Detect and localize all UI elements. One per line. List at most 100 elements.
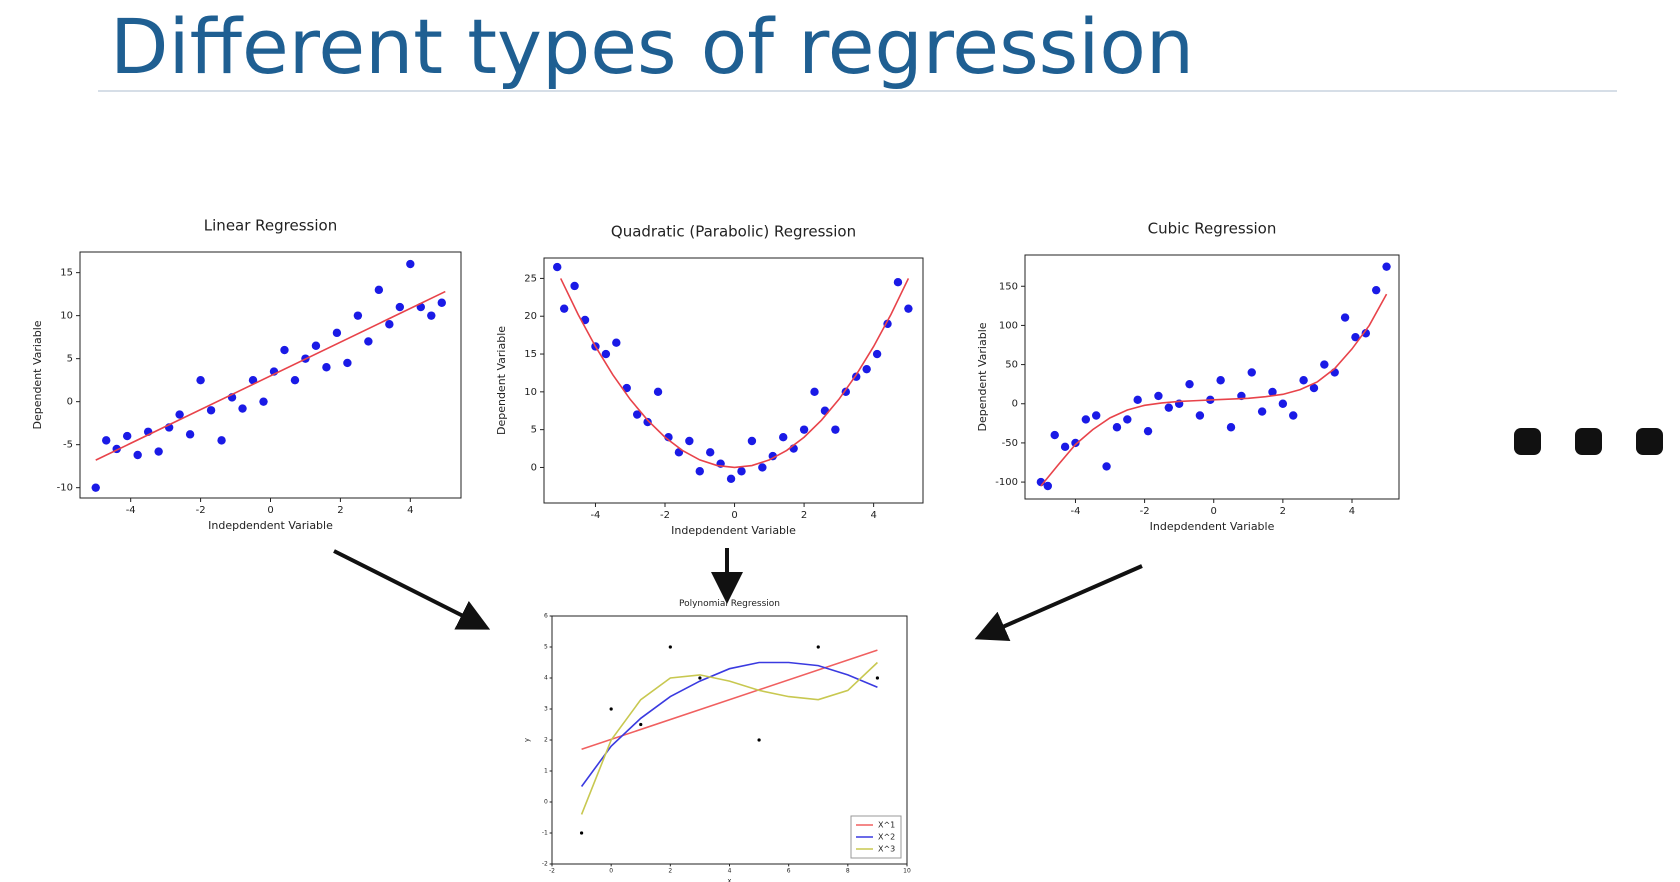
data-point <box>559 304 569 313</box>
data-point <box>799 425 809 434</box>
chart-title: Quadratic (Parabolic) Regression <box>611 223 856 241</box>
data-point <box>872 349 882 359</box>
x-tick-label: 4 <box>1349 506 1355 517</box>
x-tick-label: 4 <box>407 505 413 516</box>
y-tick-label: 0 <box>67 397 73 408</box>
x-tick-label: 2 <box>801 510 807 521</box>
x-tick-label: 2 <box>1280 506 1286 517</box>
x-tick-label: -2 <box>196 505 206 516</box>
data-point <box>385 320 394 329</box>
data-point <box>643 417 652 427</box>
data-point <box>1340 313 1350 322</box>
data-point <box>668 645 672 649</box>
data-point <box>1092 411 1101 420</box>
data-point <box>1216 376 1225 385</box>
data-point <box>1123 415 1132 424</box>
data-point <box>1060 442 1070 452</box>
data-point <box>364 337 373 346</box>
data-point <box>395 302 405 312</box>
legend-label: X^1 <box>878 821 895 830</box>
data-point <box>768 451 777 461</box>
y-tick-label: 10 <box>60 311 73 322</box>
data-point <box>175 410 184 419</box>
y-tick-label: -5 <box>63 440 73 451</box>
data-point <box>726 474 736 484</box>
y-tick-label: 4 <box>544 675 548 682</box>
data-point <box>893 277 903 287</box>
ellipsis-dot <box>1636 428 1663 455</box>
fit-line <box>1040 293 1388 487</box>
data-point <box>685 436 694 446</box>
data-point <box>904 304 913 313</box>
x-tick-label: -4 <box>1070 506 1080 517</box>
y-tick-label: 150 <box>999 281 1018 292</box>
x-axis-label: x <box>728 877 732 882</box>
data-point <box>311 341 321 350</box>
data-point <box>217 436 226 445</box>
data-point <box>639 722 643 727</box>
fit-line <box>95 290 446 461</box>
y-tick-label: 100 <box>999 320 1018 331</box>
fit-line <box>559 278 910 469</box>
legend-label: X^2 <box>878 833 895 842</box>
y-tick-label: 5 <box>531 425 537 436</box>
data-point <box>437 298 446 307</box>
ellipsis-dot <box>1575 428 1602 455</box>
y-tick-label: -1 <box>542 830 548 837</box>
data-point <box>553 262 562 272</box>
data-point <box>1102 462 1111 471</box>
data-point <box>1050 430 1059 440</box>
data-point <box>248 375 258 385</box>
y-tick-label: 3 <box>544 706 548 713</box>
data-point <box>1143 426 1153 436</box>
x-tick-label: 4 <box>870 510 876 521</box>
data-point <box>290 375 300 385</box>
data-point <box>1133 395 1142 405</box>
fit-line <box>580 661 878 815</box>
y-tick-label: -100 <box>995 477 1018 488</box>
data-point <box>332 328 342 338</box>
data-point <box>374 285 384 295</box>
data-point <box>1257 407 1267 416</box>
data-point <box>238 404 247 413</box>
x-axis-label: Indepdendent Variable <box>1150 520 1275 533</box>
slide-title: Different types of regression <box>110 2 1194 91</box>
data-point <box>353 311 363 320</box>
data-point <box>102 436 111 445</box>
data-point <box>810 387 819 397</box>
fit-line <box>581 649 878 751</box>
y-tick-label: 1 <box>544 768 548 775</box>
data-point <box>1185 379 1194 389</box>
data-point <box>862 364 871 374</box>
data-point <box>322 363 331 372</box>
x-axis-label: Indepdendent Variable <box>208 519 333 532</box>
y-tick-label: 6 <box>544 613 548 620</box>
data-point <box>632 410 642 419</box>
data-point <box>695 467 704 476</box>
arrow <box>333 549 491 630</box>
x-tick-label: 0 <box>609 868 613 875</box>
data-point <box>570 281 579 291</box>
x-tick-label: -2 <box>1140 506 1150 517</box>
data-point <box>406 259 415 269</box>
y-tick-label: 0 <box>1012 399 1018 410</box>
data-point <box>280 345 289 355</box>
chart-title: Linear Regression <box>204 217 337 235</box>
data-point <box>206 406 216 415</box>
y-tick-label: 15 <box>524 349 537 360</box>
y-tick-label: 2 <box>544 737 548 744</box>
y-tick-label: 0 <box>531 462 537 473</box>
y-axis-label: Dependent Variable <box>31 320 44 429</box>
data-point <box>664 433 673 442</box>
data-point <box>1268 387 1277 397</box>
data-point <box>698 676 702 680</box>
y-tick-label: 0 <box>544 799 548 806</box>
x-tick-label: -2 <box>660 510 670 521</box>
y-axis-label: Dependent Variable <box>976 322 989 431</box>
data-point <box>875 676 880 680</box>
data-point <box>1154 391 1163 401</box>
data-point <box>747 436 757 446</box>
x-axis-label: Indepdendent Variable <box>671 524 796 537</box>
data-point <box>831 425 840 434</box>
data-point <box>1081 415 1091 424</box>
